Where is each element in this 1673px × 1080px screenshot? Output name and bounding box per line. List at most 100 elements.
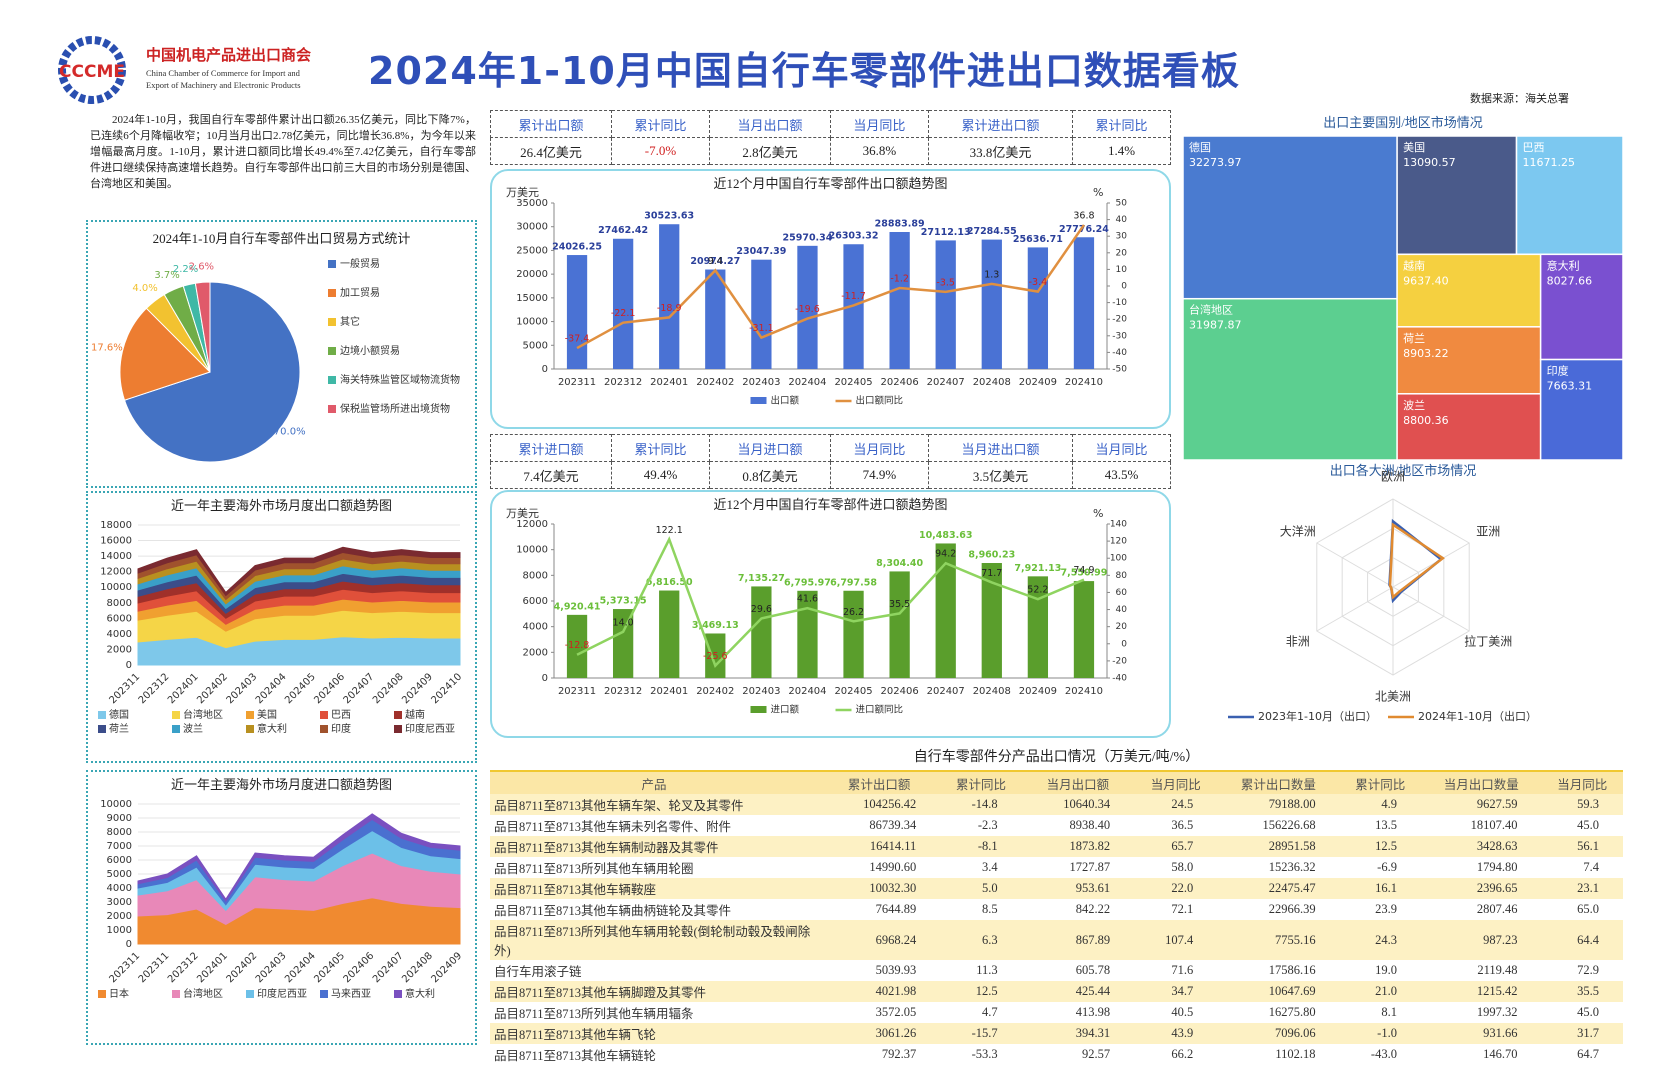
legend-swatch (172, 725, 180, 733)
x-tick-label: 202407 (927, 686, 965, 697)
axis-label: 欧洲 (1381, 470, 1405, 484)
cell-value: 32273.97 (1189, 156, 1242, 169)
table-cell: 1727.87 (1069, 860, 1111, 874)
y-tick-label: 0 (126, 660, 132, 671)
y2-tick-label: -20 (1112, 315, 1127, 325)
y2-tick-label: 0 (1121, 282, 1127, 292)
table-cell: 92.57 (1082, 1047, 1111, 1061)
kpi-header: 当月同比 (829, 434, 929, 462)
column-header: 累计同比 (940, 772, 1022, 794)
table-cell: 品目8711至8713其他车辆未列名零件、附件 (494, 820, 732, 834)
axis-label: 大洋洲 (1280, 524, 1316, 539)
bar-label: 5,373.15 (600, 596, 647, 607)
table-cell: 1794.80 (1476, 860, 1518, 874)
y-tick-label: 5000 (107, 869, 132, 880)
y-tick-label: 5000 (523, 340, 548, 351)
y2-tick-label: -30 (1112, 331, 1127, 341)
table-cell: 867.89 (1021, 920, 1135, 960)
legend-label: 海关特殊监管区域物流货物 (340, 373, 460, 386)
bar (751, 586, 772, 678)
cell-label: 荷兰 (1403, 332, 1425, 345)
x-tick-label: 202312 (604, 686, 642, 697)
line-label: 29.6 (751, 604, 772, 615)
table-cell: 21.0 (1339, 981, 1421, 1002)
table-cell: 品目8711至8713其他车辆链轮 (494, 1049, 657, 1063)
radar-spoke (1316, 586, 1394, 632)
line-label: 94.2 (935, 549, 956, 560)
line-label: -3.5 (936, 277, 955, 288)
line-label: -25.6 (703, 651, 728, 662)
table-cell: 842.22 (1075, 902, 1111, 916)
table-cell: 5.0 (940, 878, 1022, 899)
table-cell: 425.44 (1021, 981, 1135, 1002)
pie-slice (123, 281, 301, 463)
chart-title: 近一年主要海外市场月度进口额趋势图 (171, 777, 392, 792)
bar (612, 238, 634, 369)
data-label: 3.7% (154, 270, 179, 281)
x-tick-label: 202410 (1065, 686, 1103, 697)
column-header: 累计出口额 (818, 772, 941, 794)
table-cell: 6968.24 (818, 920, 941, 960)
area-layer (137, 813, 461, 903)
table-cell: 86739.34 (869, 818, 917, 832)
legend-swatch (172, 711, 180, 719)
y2-tick-label: 0 (1121, 639, 1127, 649)
x-tick-label: 202402 (195, 671, 230, 706)
table-cell: 2807.46 (1476, 902, 1518, 916)
y-tick-label: 8000 (107, 827, 132, 838)
table-cell: 4021.98 (818, 981, 941, 1002)
table-cell: 5039.93 (875, 963, 917, 977)
table-cell: 品目8711至8713其他车辆制动器及其零件 (490, 836, 818, 857)
legend-swatch (328, 405, 336, 413)
bar (705, 633, 726, 678)
chart-title: 出口主要国别/地区市场情况 (1323, 115, 1483, 130)
x-tick-label: 202404 (788, 377, 826, 388)
x-tick-label: 202405 (834, 377, 872, 388)
table-cell: 1102.18 (1275, 1047, 1316, 1061)
kpi-value: 0.8亿美元 (708, 461, 831, 489)
kpi-value: -7.0% (611, 137, 710, 165)
legend-label: 德国 (109, 708, 129, 721)
table-cell: 65.0 (1577, 902, 1599, 916)
bar-label: 3,469.13 (692, 620, 739, 631)
table-cell: 16.1 (1339, 878, 1421, 899)
table-cell: 3572.05 (875, 1005, 917, 1019)
legend-label: 其它 (340, 315, 360, 328)
y-tick-label: 14000 (100, 551, 132, 562)
legend-swatch (98, 725, 106, 733)
table-cell: 10647.69 (1217, 981, 1340, 1002)
panel: 2024年1-10月自行车零部件出口贸易方式统计 70.0% 17.6% 4.0% 3.… (86, 220, 477, 488)
legend-swatch (98, 711, 106, 719)
y-tick-label: 12000 (516, 519, 548, 530)
line-label: -37.4 (565, 334, 590, 345)
line-label: 122.1 (656, 525, 683, 536)
table-cell: 品目8711至8713其他车辆脚蹬及其零件 (490, 981, 818, 1002)
line-label: -12.8 (565, 640, 590, 651)
y-tick-label: 4000 (523, 622, 548, 633)
legend-swatch (750, 706, 767, 713)
area-layer (137, 636, 461, 666)
cell-value: 7663.31 (1547, 380, 1593, 393)
org-name-en: Export of Machinery and Electronic Produ… (146, 80, 301, 90)
bar-label: 27112.13 (921, 227, 971, 238)
panel: 近12个月中国自行车零部件出口额趋势图 万美元% 0 5000 10000 15000 20… (490, 169, 1171, 429)
kpi-value: 1.4% (1072, 137, 1171, 165)
table-cell: 8.1 (1381, 1005, 1397, 1019)
y-tick-label: 6000 (523, 596, 548, 607)
axis-label: 北美洲 (1375, 690, 1411, 704)
table-cell: 8.5 (982, 902, 998, 916)
legend-label: 日本 (109, 987, 129, 1000)
legend-swatch (320, 711, 328, 719)
legend-swatch (320, 725, 328, 733)
y-tick-label: 7000 (107, 841, 132, 852)
table-cell: -43.0 (1370, 1047, 1397, 1061)
table-row: 品目8711至8713其他车辆飞轮 3061.26 -15.7 394.31 43.9 7… (490, 1023, 1623, 1044)
table-cell: 2119.48 (1477, 963, 1518, 977)
kpi-header: 累计同比 (611, 434, 710, 462)
table-cell: 65.7 (1134, 836, 1218, 857)
bar-label: 20974.27 (690, 256, 740, 267)
x-tick-label: 202311 (137, 950, 172, 985)
legend-swatch (246, 725, 254, 733)
table-cell: 64.7 (1577, 1047, 1599, 1061)
